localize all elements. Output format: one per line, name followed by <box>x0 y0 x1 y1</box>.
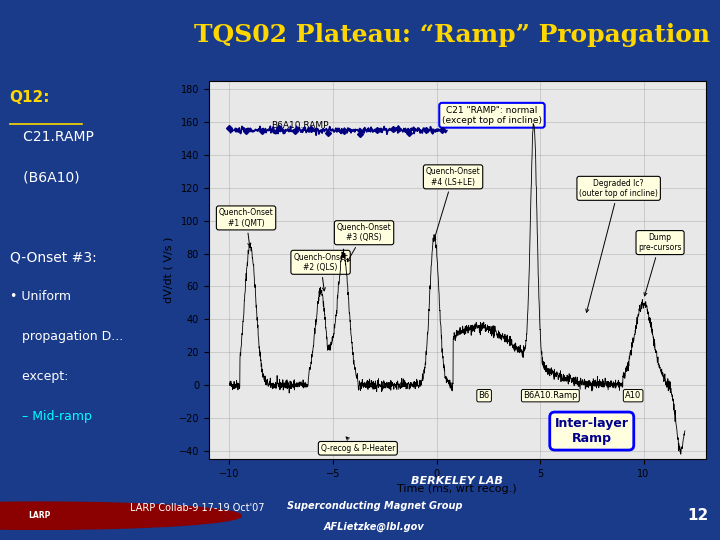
Text: C21 "RAMP": normal
(except top of incline): C21 "RAMP": normal (except top of inclin… <box>442 106 542 125</box>
Text: Q12:: Q12: <box>10 90 50 105</box>
X-axis label: Time (ms, wrt recog.): Time (ms, wrt recog.) <box>397 484 517 494</box>
Text: Quench-Onset
#4 (LS+LE): Quench-Onset #4 (LS+LE) <box>426 167 480 241</box>
Text: B6: B6 <box>479 391 490 400</box>
Text: BERKELEY LAB: BERKELEY LAB <box>411 476 503 485</box>
Text: A10: A10 <box>625 391 642 400</box>
Text: • Uniform: • Uniform <box>10 290 71 303</box>
Text: – Mid-ramp: – Mid-ramp <box>10 410 91 423</box>
Circle shape <box>0 502 241 529</box>
Text: B6A10.Ramp: B6A10.Ramp <box>523 391 577 400</box>
Text: Q-recog & P-Heater: Q-recog & P-Heater <box>320 437 395 453</box>
Text: C21.RAMP: C21.RAMP <box>10 130 94 144</box>
Text: B6A10.RAMP: B6A10.RAMP <box>271 122 328 130</box>
Y-axis label: dV/dt ( V/s ): dV/dt ( V/s ) <box>163 237 173 303</box>
Text: Quench-Onset
#3 (QRS): Quench-Onset #3 (QRS) <box>337 223 392 262</box>
Text: AFLietzke@lbl.gov: AFLietzke@lbl.gov <box>324 521 425 531</box>
Text: Dump
pre-cursors: Dump pre-cursors <box>639 233 682 296</box>
Text: (B6A10): (B6A10) <box>10 170 79 184</box>
Text: Superconducting Magnet Group: Superconducting Magnet Group <box>287 501 462 511</box>
Text: Inter-layer
Ramp: Inter-layer Ramp <box>554 417 629 445</box>
Text: LARP: LARP <box>28 511 51 520</box>
Text: except:: except: <box>10 370 68 383</box>
Text: Quench-Onset
#1 (QMT): Quench-Onset #1 (QMT) <box>219 208 274 246</box>
Text: 12: 12 <box>688 508 709 523</box>
Text: Q-Onset #3:: Q-Onset #3: <box>10 250 96 264</box>
Text: Degraded Ic?
(outer top of incline): Degraded Ic? (outer top of incline) <box>579 179 658 312</box>
Text: propagation D...: propagation D... <box>10 330 123 343</box>
Text: TQS02 Plateau: “Ramp” Propagation: TQS02 Plateau: “Ramp” Propagation <box>194 23 711 47</box>
Text: LARP Collab-9 17-19 Oct'07: LARP Collab-9 17-19 Oct'07 <box>130 503 264 514</box>
Text: Quench-Onset
#2 (QLS): Quench-Onset #2 (QLS) <box>293 253 348 291</box>
